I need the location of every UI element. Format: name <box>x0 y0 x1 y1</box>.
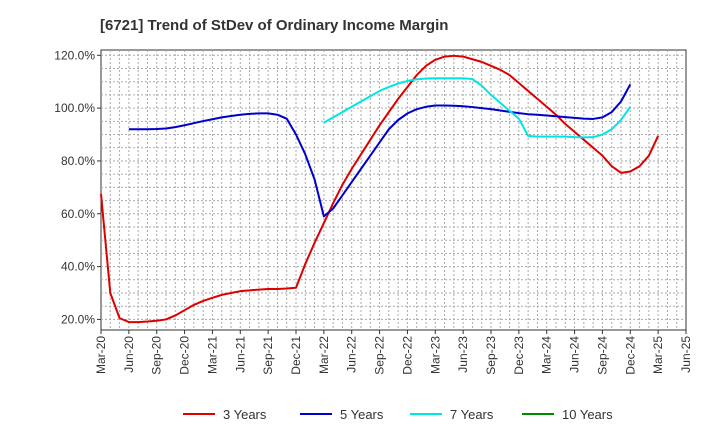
y-tick-label: 20.0% <box>61 312 95 326</box>
x-tick-label: Sep-21 <box>261 336 275 375</box>
x-tick-label: Dec-24 <box>623 336 637 375</box>
x-axis: Mar-20 Jun-20 Sep-20 Dec-20 Mar-21 Jun-21 Sep-… <box>94 330 693 375</box>
legend: 3 Years 5 Years 7 Years 10 Years <box>183 407 613 422</box>
x-tick-label: Dec-21 <box>289 336 303 375</box>
x-tick-label: Dec-23 <box>512 336 526 375</box>
series-line-3-years <box>100 54 660 324</box>
x-tick-label: Sep-24 <box>595 336 609 375</box>
x-tick-label: Jun-25 <box>679 336 693 373</box>
series-line-7-years <box>323 77 632 139</box>
plot-frame <box>100 49 687 331</box>
x-tick-label: Mar-24 <box>540 336 554 374</box>
x-tick-label: Dec-22 <box>400 336 414 375</box>
legend-label-10-years: 10 Years <box>562 407 613 422</box>
x-tick-label: Mar-22 <box>317 336 331 374</box>
series-line-5-years <box>128 83 632 218</box>
x-tick-label: Jun-21 <box>233 336 247 373</box>
x-tick-label: Mar-20 <box>94 336 108 374</box>
x-tick-label: Jun-24 <box>568 336 582 373</box>
x-tick-label: Mar-25 <box>651 336 665 374</box>
x-tick-label: Sep-20 <box>150 336 164 375</box>
x-tick-label: Dec-20 <box>178 336 192 375</box>
x-tick-label: Jun-22 <box>345 336 359 373</box>
y-tick-label: 60.0% <box>61 207 95 221</box>
series-lines <box>100 54 660 324</box>
y-tick-label: 120.0% <box>54 48 95 62</box>
grid <box>101 50 686 330</box>
legend-label-3-years: 3 Years <box>223 407 267 422</box>
y-tick-label: 40.0% <box>61 260 95 274</box>
legend-label-5-years: 5 Years <box>340 407 384 422</box>
y-tick-label: 80.0% <box>61 154 95 168</box>
y-tick-label: 100.0% <box>54 101 95 115</box>
plot-area <box>100 49 687 331</box>
x-tick-label: Jun-20 <box>122 336 136 373</box>
chart-title: [6721] Trend of StDev of Ordinary Income… <box>100 17 448 34</box>
x-tick-label: Mar-21 <box>205 336 219 374</box>
y-axis: 20.0% 40.0% 60.0% 80.0% 100.0% 120.0% <box>54 48 101 326</box>
x-tick-label: Mar-23 <box>428 336 442 374</box>
x-tick-label: Sep-22 <box>373 336 387 375</box>
legend-label-7-years: 7 Years <box>450 407 494 422</box>
x-tick-label: Sep-23 <box>484 336 498 375</box>
x-tick-label: Jun-23 <box>456 336 470 373</box>
